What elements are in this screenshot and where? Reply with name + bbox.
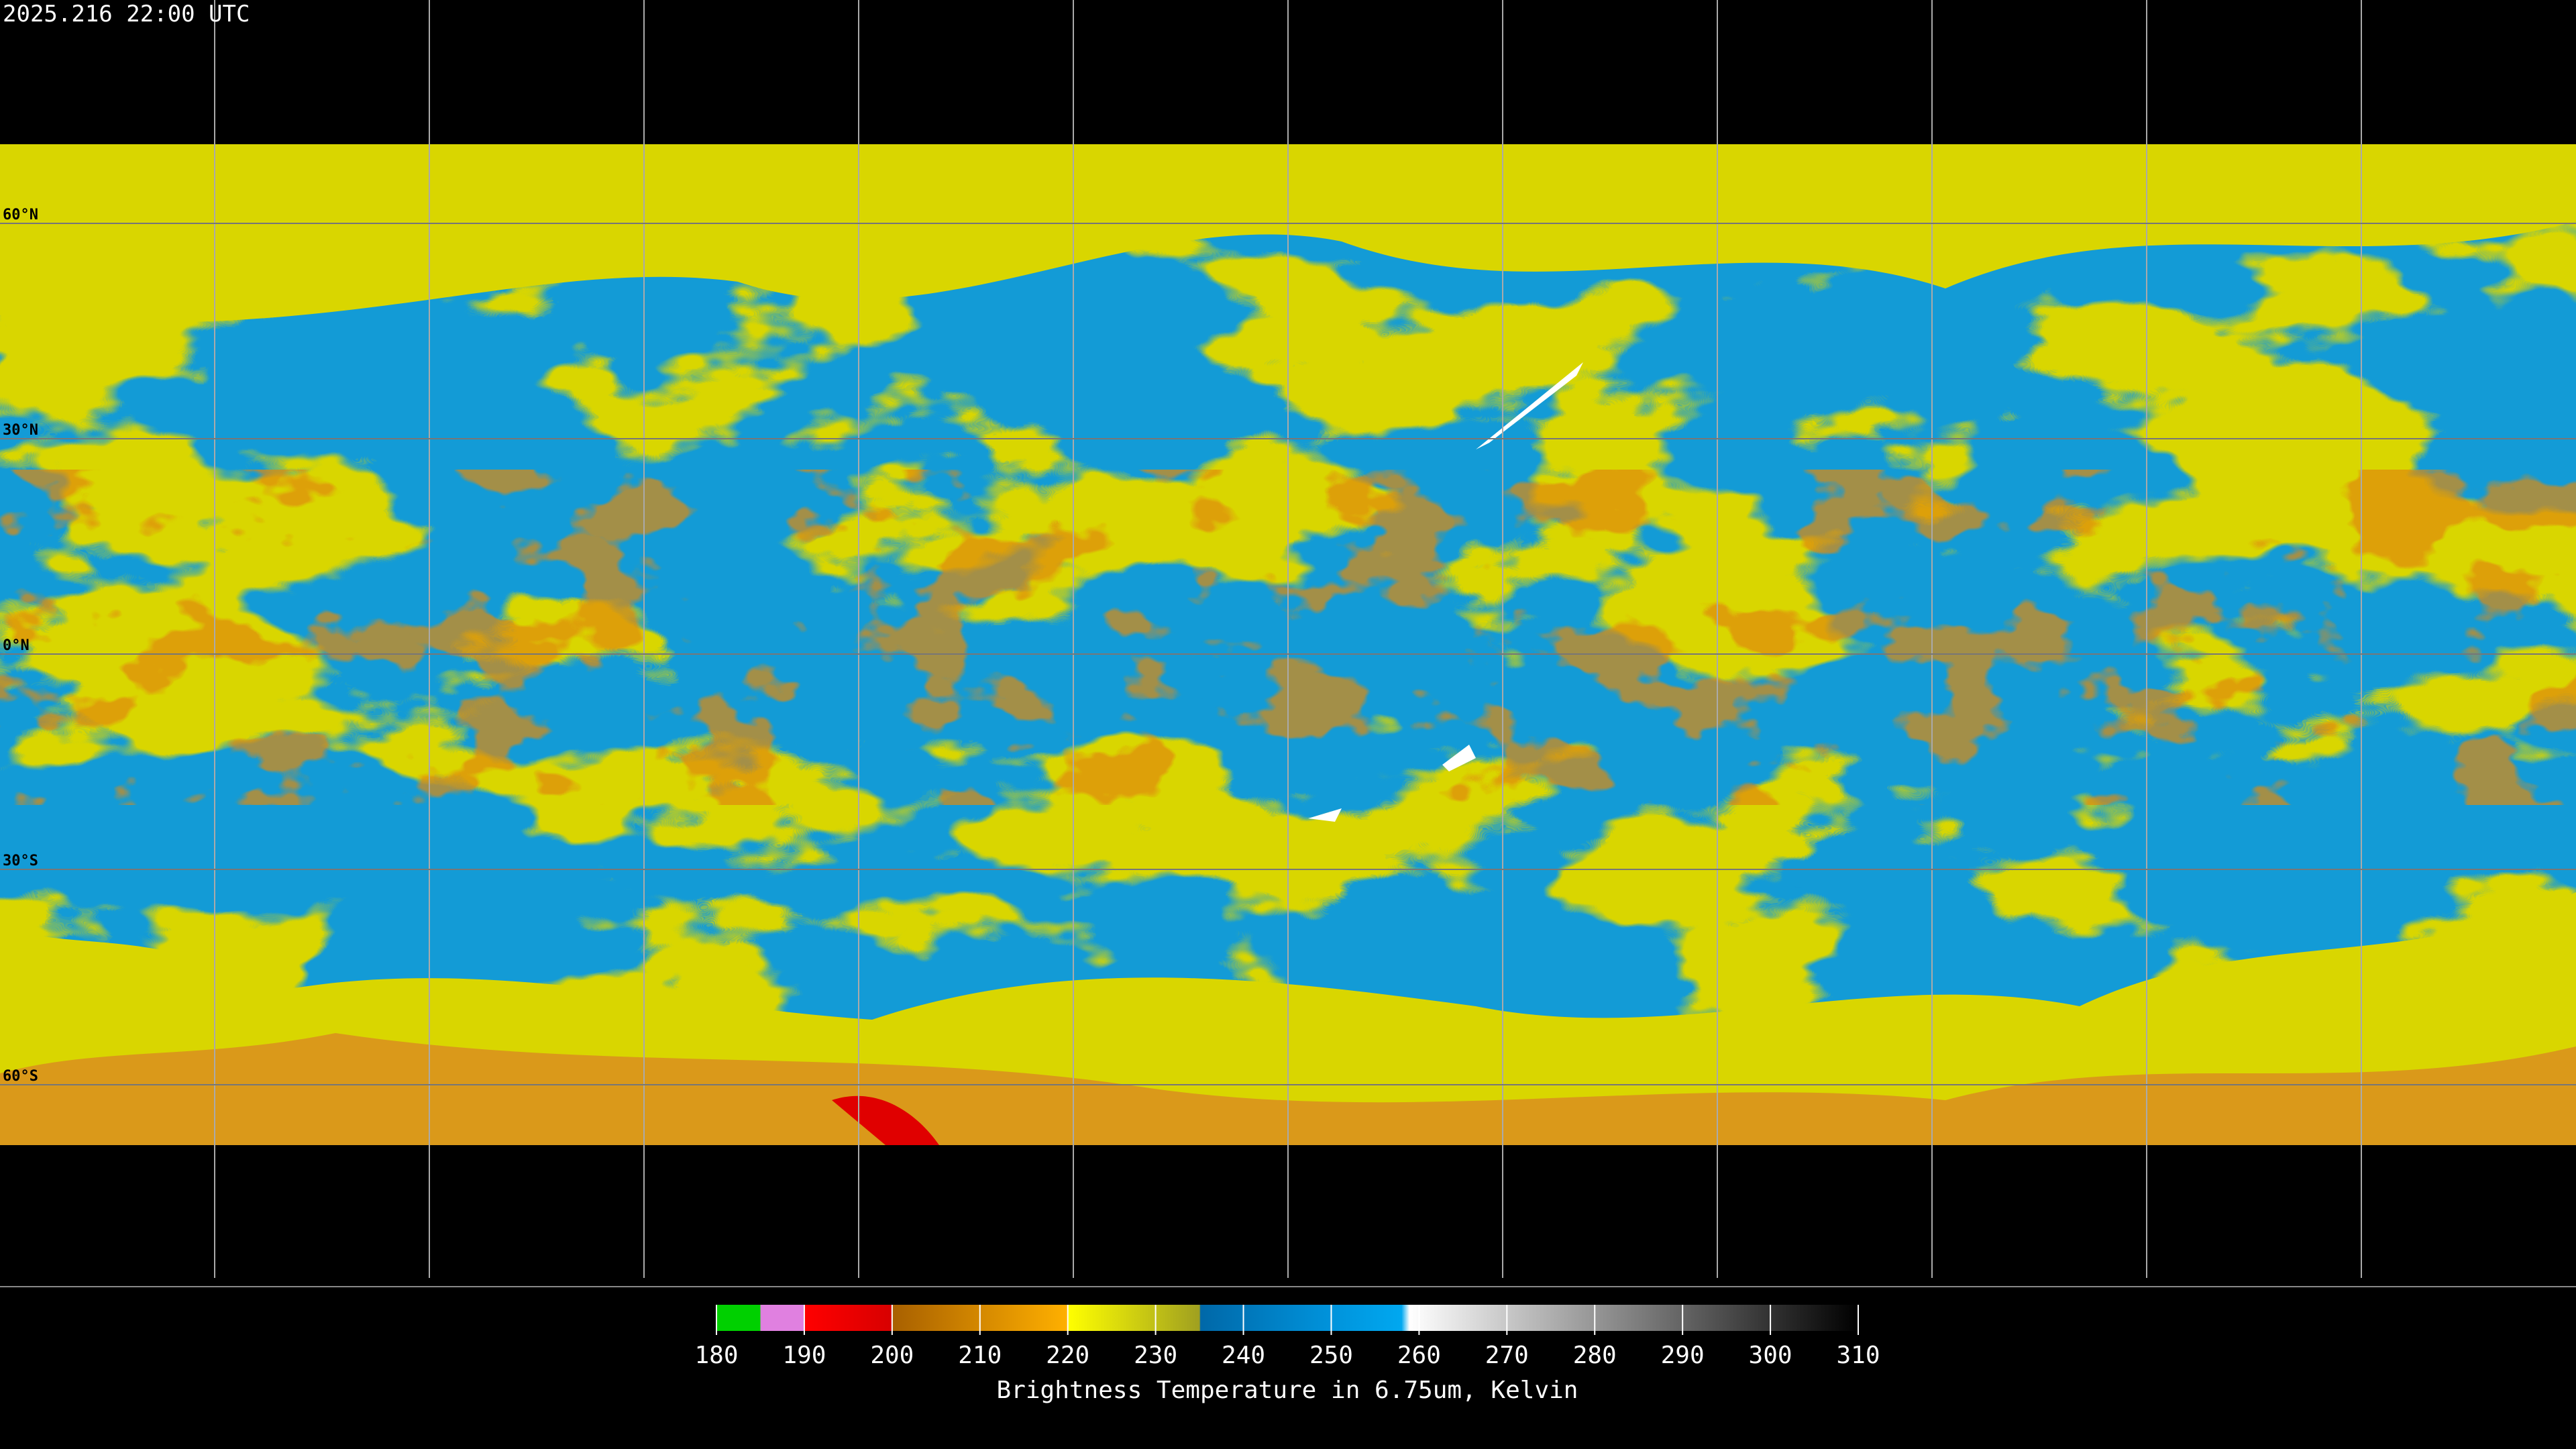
colorbar-tick-label: 290 xyxy=(1661,1342,1705,1369)
colorbar-tick-label: 200 xyxy=(870,1342,914,1369)
latitude-label: 30°N xyxy=(3,422,38,439)
colorbar-tick-label: 220 xyxy=(1046,1342,1089,1369)
latitude-label: 60°N xyxy=(3,207,38,223)
colorbar xyxy=(716,1305,1858,1331)
colorbar-label: Brightness Temperature in 6.75um, Kelvin xyxy=(997,1377,1578,1404)
latitude-label: 30°S xyxy=(3,853,38,869)
colorbar-tick-label: 240 xyxy=(1222,1342,1265,1369)
timestamp: 2025.216 22:00 UTC xyxy=(3,1,250,28)
colorbar-tick-label: 310 xyxy=(1836,1342,1880,1369)
warm-spot xyxy=(1308,745,1476,822)
colorbar-tick-label: 250 xyxy=(1309,1342,1353,1369)
colorbar-tick-label: 210 xyxy=(958,1342,1002,1369)
colorbar-tick-label: 230 xyxy=(1134,1342,1177,1369)
latitude-label: 60°S xyxy=(3,1068,38,1085)
graticule xyxy=(214,0,2362,1278)
colorbar-tick-label: 180 xyxy=(694,1342,738,1369)
colorbar-tick-label: 190 xyxy=(782,1342,826,1369)
latitude-label: 0°N xyxy=(3,637,30,654)
colorbar-tick-label: 270 xyxy=(1485,1342,1529,1369)
colorbar-tick-label: 300 xyxy=(1749,1342,1792,1369)
colorbar-tick-label: 260 xyxy=(1397,1342,1441,1369)
colorbar-tick-label: 280 xyxy=(1573,1342,1617,1369)
